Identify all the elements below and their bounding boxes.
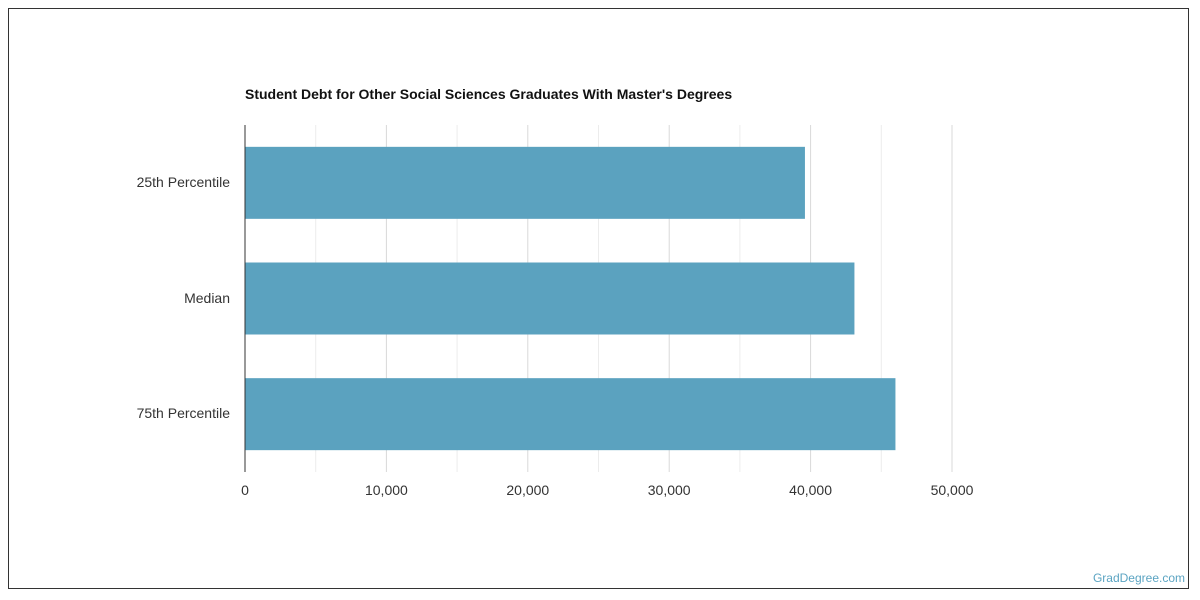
x-tick-label: 0 xyxy=(241,482,249,498)
bars xyxy=(245,146,896,451)
chart-title: Student Debt for Other Social Sciences G… xyxy=(245,86,733,102)
y-tick-label: 25th Percentile xyxy=(136,173,230,190)
bar-median[interactable] xyxy=(245,262,855,335)
x-tick-label: 10,000 xyxy=(364,482,408,498)
source-credit[interactable]: GradDegree.com xyxy=(1092,571,1185,585)
bar-25th-percentile[interactable] xyxy=(245,146,805,219)
bar-75th-percentile[interactable] xyxy=(245,378,896,451)
y-tick-label: 75th Percentile xyxy=(136,405,230,422)
x-tick-label: 30,000 xyxy=(647,482,691,498)
x-tick-label: 50,000 xyxy=(930,482,974,498)
x-tick-label: 40,000 xyxy=(789,482,833,498)
y-tick-label: Median xyxy=(184,289,230,306)
x-tick-label: 20,000 xyxy=(506,482,550,498)
